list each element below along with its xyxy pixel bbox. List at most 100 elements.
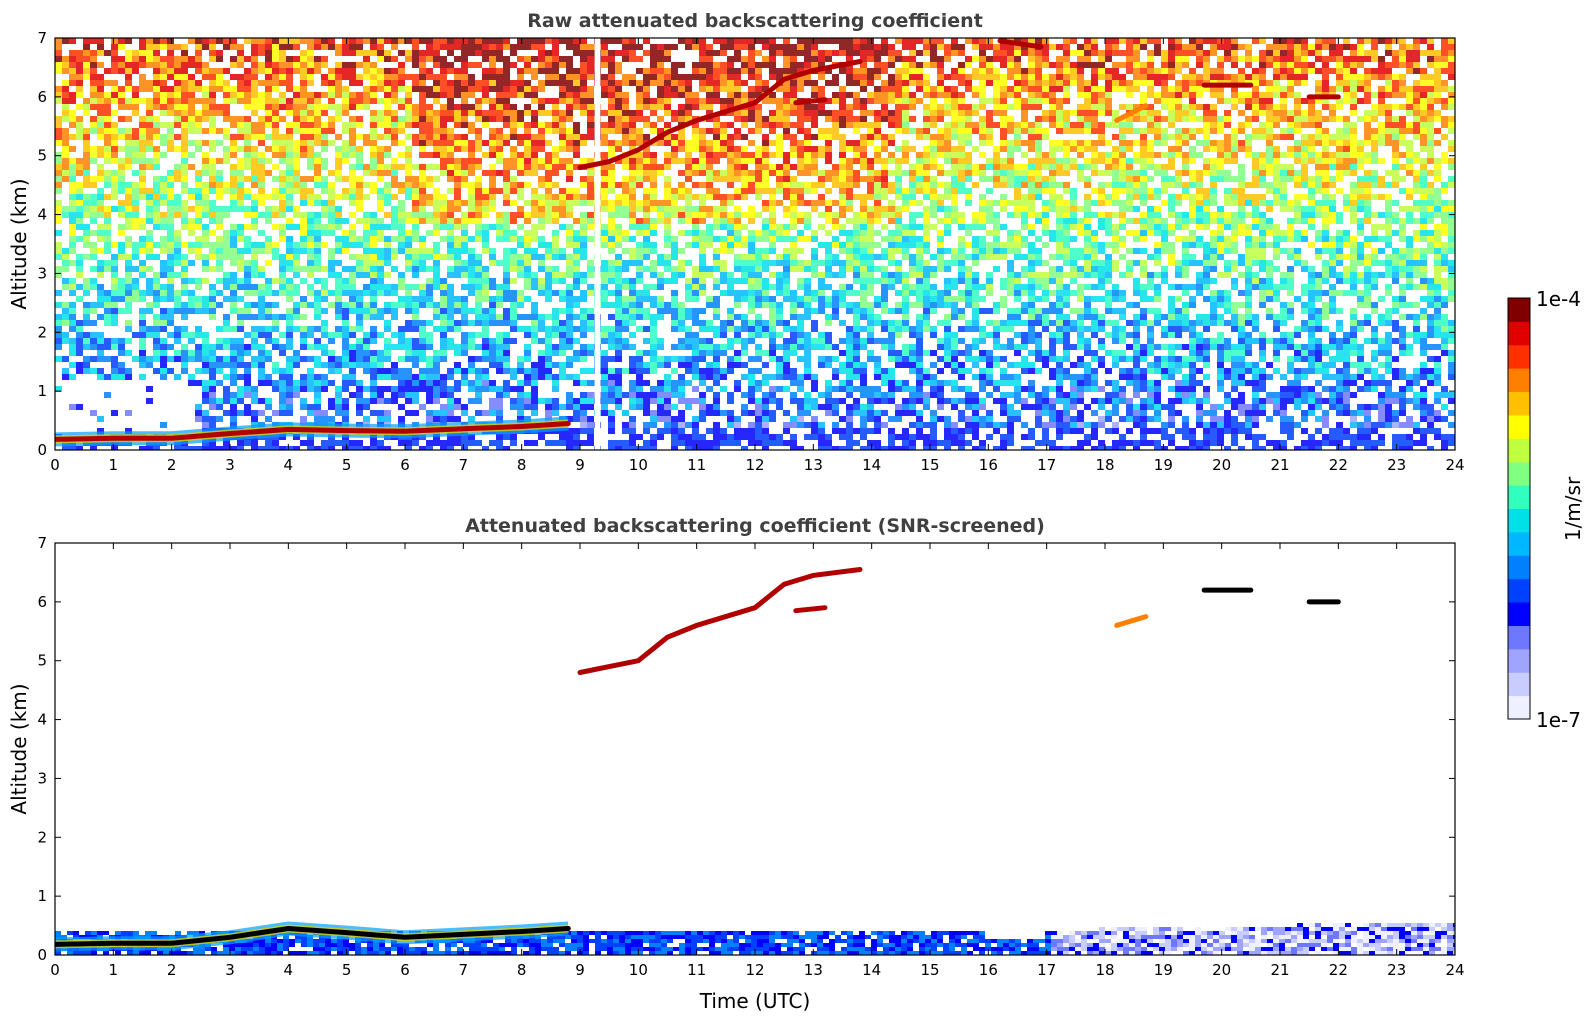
- field-cell: [321, 44, 328, 50]
- field-cell: [83, 176, 90, 182]
- field-cell: [1252, 92, 1259, 98]
- field-cell: [272, 224, 279, 230]
- field-cell: [685, 194, 692, 200]
- field-cell: [972, 122, 979, 128]
- field-cell: [1049, 194, 1056, 200]
- field-cell: [272, 134, 279, 140]
- field-cell: [720, 200, 727, 206]
- field-cell: [1063, 38, 1070, 44]
- field-cell: [1028, 68, 1035, 74]
- field-cell: [1287, 116, 1294, 122]
- field-cell: [363, 68, 370, 74]
- field-cell: [1322, 68, 1329, 74]
- field-cell: [314, 68, 321, 74]
- field-cell: [1028, 158, 1035, 164]
- field-cell: [1098, 134, 1105, 140]
- field-cell: [1273, 194, 1280, 200]
- field-cell: [1413, 170, 1420, 176]
- field-cell: [1098, 50, 1105, 56]
- field-cell: [195, 116, 202, 122]
- field-cell: [97, 38, 104, 44]
- field-cell: [867, 38, 874, 44]
- field-cell: [1077, 164, 1084, 170]
- field-cell: [1014, 176, 1021, 182]
- field-cell: [1175, 56, 1182, 62]
- field-cell: [468, 38, 475, 44]
- field-cell: [839, 38, 846, 44]
- field-cell: [860, 86, 867, 92]
- field-cell: [377, 218, 384, 224]
- field-cell: [1224, 218, 1231, 224]
- field-cell: [573, 74, 580, 80]
- field-cell: [139, 98, 146, 104]
- field-cell: [1189, 134, 1196, 140]
- field-cell: [573, 128, 580, 134]
- field-cell: [538, 62, 545, 68]
- field-cell: [566, 98, 573, 104]
- field-cell: [1413, 218, 1420, 224]
- field-cell: [258, 140, 265, 146]
- field-cell: [580, 110, 587, 116]
- field-cell: [76, 224, 83, 230]
- field-cell: [622, 44, 629, 50]
- field-cell: [258, 50, 265, 56]
- field-cell: [797, 212, 804, 218]
- field-cell: [923, 170, 930, 176]
- field-cell: [195, 200, 202, 206]
- field-cell: [958, 188, 965, 194]
- field-cell: [1427, 86, 1434, 92]
- field-cell: [90, 50, 97, 56]
- field-cell: [979, 134, 986, 140]
- field-cell: [601, 170, 608, 176]
- field-cell: [384, 110, 391, 116]
- field-cell: [1168, 38, 1175, 44]
- field-cell: [1357, 80, 1364, 86]
- field-cell: [307, 212, 314, 218]
- field-cell: [1322, 62, 1329, 68]
- field-cell: [209, 128, 216, 134]
- field-cell: [839, 44, 846, 50]
- field-cell: [1140, 200, 1147, 206]
- field-cell: [1266, 146, 1273, 152]
- field-cell: [230, 44, 237, 50]
- field-cell: [1091, 152, 1098, 158]
- field-cell: [300, 218, 307, 224]
- field-cell: [230, 170, 237, 176]
- field-cell: [293, 188, 300, 194]
- field-cell: [1245, 74, 1252, 80]
- field-cell: [930, 188, 937, 194]
- field-cell: [412, 110, 419, 116]
- field-cell: [1329, 50, 1336, 56]
- field-cell: [790, 146, 797, 152]
- field-cell: [1392, 140, 1399, 146]
- field-cell: [657, 98, 664, 104]
- field-cell: [181, 146, 188, 152]
- field-cell: [1357, 56, 1364, 62]
- field-cell: [741, 110, 748, 116]
- field-cell: [475, 86, 482, 92]
- field-cell: [1406, 194, 1413, 200]
- field-cell: [783, 194, 790, 200]
- field-cell: [321, 62, 328, 68]
- field-cell: [1224, 56, 1231, 62]
- field-cell: [1343, 146, 1350, 152]
- field-cell: [223, 80, 230, 86]
- field-cell: [1084, 116, 1091, 122]
- field-cell: [1399, 188, 1406, 194]
- field-cell: [1105, 152, 1112, 158]
- field-cell: [601, 152, 608, 158]
- field-cell: [811, 146, 818, 152]
- field-cell: [1070, 158, 1077, 164]
- field-cell: [944, 104, 951, 110]
- field-cell: [1448, 98, 1455, 104]
- field-cell: [111, 134, 118, 140]
- field-cell: [580, 56, 587, 62]
- field-cell: [1371, 194, 1378, 200]
- field-cell: [391, 122, 398, 128]
- field-cell: [230, 146, 237, 152]
- field-cell: [1098, 122, 1105, 128]
- field-cell: [167, 44, 174, 50]
- field-cell: [55, 176, 62, 182]
- field-cell: [552, 182, 559, 188]
- field-cell: [384, 194, 391, 200]
